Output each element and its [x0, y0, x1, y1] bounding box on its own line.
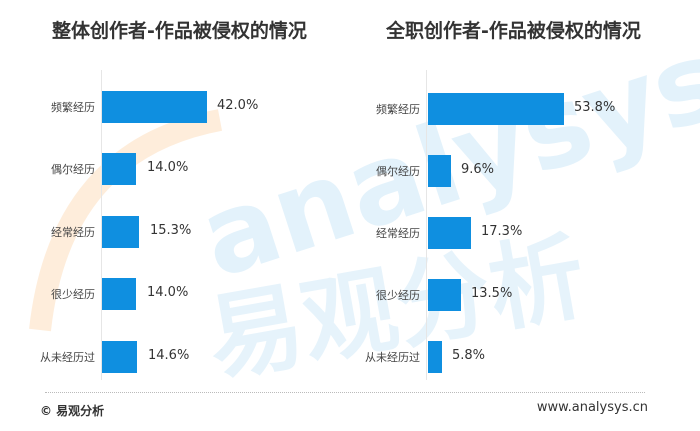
- value-label: 14.0%: [147, 285, 189, 300]
- bar-row: 频繁经历 53.8%: [340, 93, 700, 125]
- bar-row: 很少经历 13.5%: [340, 279, 700, 311]
- value-label: 9.6%: [461, 162, 495, 177]
- bar-row: 偶尔经历 14.0%: [0, 153, 340, 185]
- value-label: 42.0%: [217, 98, 259, 113]
- y-axis-line: [101, 70, 102, 380]
- footer-divider: [45, 392, 645, 393]
- bar: [428, 341, 442, 373]
- bar-row: 偶尔经历 9.6%: [340, 155, 700, 187]
- category-label: 经常经历: [376, 227, 420, 240]
- bar: [428, 217, 471, 249]
- chart-title-overall: 整体创作者-作品被侵权的情况: [52, 20, 307, 42]
- category-label: 从未经历过: [40, 351, 95, 364]
- copyright-text: © 易观分析: [40, 404, 105, 418]
- category-label: 偶尔经历: [51, 163, 95, 176]
- y-axis-line: [426, 70, 427, 380]
- chart-fulltime: 频繁经历 53.8% 偶尔经历 9.6% 经常经历 17.3% 很少经历 13.…: [340, 70, 700, 390]
- bar: [428, 279, 461, 311]
- value-label: 53.8%: [574, 100, 616, 115]
- category-label: 很少经历: [376, 289, 420, 302]
- bar: [102, 278, 136, 310]
- category-label: 频繁经历: [376, 103, 420, 116]
- category-label: 很少经历: [51, 288, 95, 301]
- value-label: 15.3%: [150, 223, 192, 238]
- bar-row: 经常经历 15.3%: [0, 216, 340, 248]
- bar: [102, 341, 137, 373]
- value-label: 13.5%: [471, 286, 513, 301]
- chart-overall: 频繁经历 42.0% 偶尔经历 14.0% 经常经历 15.3% 很少经历 14…: [0, 70, 340, 390]
- bar-row: 从未经历过 5.8%: [340, 341, 700, 373]
- bar: [102, 91, 207, 123]
- website-link[interactable]: www.analysys.cn: [536, 400, 648, 415]
- category-label: 频繁经历: [51, 101, 95, 114]
- bar: [428, 155, 451, 187]
- chart-title-fulltime: 全职创作者-作品被侵权的情况: [386, 20, 641, 42]
- bar-row: 从未经历过 14.6%: [0, 341, 340, 373]
- bar: [102, 216, 139, 248]
- value-label: 17.3%: [481, 224, 523, 239]
- value-label: 5.8%: [452, 348, 486, 363]
- value-label: 14.0%: [147, 160, 189, 175]
- bar-row: 很少经历 14.0%: [0, 278, 340, 310]
- value-label: 14.6%: [148, 348, 190, 363]
- category-label: 偶尔经历: [376, 165, 420, 178]
- bar: [428, 93, 564, 125]
- bar-row: 经常经历 17.3%: [340, 217, 700, 249]
- category-label: 经常经历: [51, 226, 95, 239]
- bar-row: 频繁经历 42.0%: [0, 91, 340, 123]
- bar: [102, 153, 136, 185]
- category-label: 从未经历过: [365, 351, 420, 364]
